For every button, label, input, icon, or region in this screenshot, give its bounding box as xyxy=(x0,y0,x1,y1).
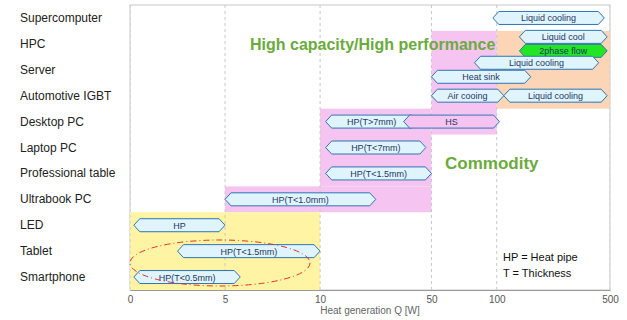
grid-line xyxy=(610,5,611,290)
tick: 5 xyxy=(223,290,229,305)
bar-label: HP xyxy=(173,221,186,231)
category-label: Supercomputer xyxy=(20,11,102,25)
highlight-ellipse xyxy=(130,240,310,286)
tick-label: 10 xyxy=(315,294,327,305)
category-label: Professional table xyxy=(20,166,116,180)
category-label: HPC xyxy=(20,37,46,51)
annotation: T = Thickness xyxy=(503,267,572,279)
bar-label: HP(T<0.5mm) xyxy=(159,273,216,283)
tick: 500 xyxy=(602,290,619,305)
tick-label: 0 xyxy=(128,294,134,305)
bar-label: Heat sink xyxy=(462,72,500,82)
bar-label: Liquid cooling xyxy=(521,13,576,23)
range-bar xyxy=(493,11,605,24)
range-bar xyxy=(178,245,321,258)
tick-label: 5 xyxy=(223,294,229,305)
category-label: Ultrabook PC xyxy=(20,192,92,206)
x-axis-title: Heat generation Q [W] xyxy=(320,305,420,316)
range-bar xyxy=(431,89,503,102)
annotation: High capacity/High performance xyxy=(250,36,495,53)
chart: Liquid cooling Liquid cool 2phase flow Liqu… xyxy=(0,0,627,320)
category-label: Automotive IGBT xyxy=(20,89,112,103)
tick-label: 100 xyxy=(489,294,506,305)
annotation: Commodity xyxy=(445,154,539,173)
category-label: Smartphone xyxy=(20,270,86,284)
plot-area xyxy=(130,5,610,290)
range-bar xyxy=(404,115,500,128)
range-bar xyxy=(431,70,530,83)
tick: 100 xyxy=(489,290,506,305)
range-bar xyxy=(134,271,240,284)
bar-label: Liquid cooling xyxy=(528,91,583,101)
category-label: Desktop PC xyxy=(20,115,84,129)
x-axis: 0 5 10 50 100 500 xyxy=(128,290,620,305)
category-label: Tablet xyxy=(20,244,53,258)
range-bar xyxy=(134,219,225,232)
range-bar xyxy=(519,44,607,57)
category-label: Server xyxy=(20,63,55,77)
range-bar xyxy=(326,167,432,180)
tick-label: 500 xyxy=(602,294,619,305)
bar-label: Liquid cool xyxy=(542,32,585,42)
tick-label: 50 xyxy=(426,294,438,305)
range-bar xyxy=(519,30,607,43)
bar-label: 2phase flow xyxy=(539,46,588,56)
category-label: LED xyxy=(20,218,44,232)
axis-line xyxy=(131,290,611,291)
range-bar xyxy=(475,56,599,69)
bar-label: HP(T<1.5mm) xyxy=(220,247,277,257)
range-bar xyxy=(225,193,376,206)
bar-label: HS xyxy=(445,117,458,127)
region xyxy=(225,186,431,212)
grid-line xyxy=(130,5,131,290)
tick: 50 xyxy=(426,290,438,305)
bar-labels: Liquid cooling Liquid cool 2phase flow Liqu… xyxy=(159,13,588,282)
range-bar xyxy=(326,141,426,154)
tick: 10 xyxy=(315,290,327,305)
bar-label: HP(T<1.5mm) xyxy=(350,169,407,179)
bar-label: HP(T<1.0mm) xyxy=(272,195,329,205)
plot-frame xyxy=(130,5,610,290)
tick: 0 xyxy=(128,290,134,305)
bar-label: HP(T>7mm) xyxy=(347,117,396,127)
annotation: HP = Heat pipe xyxy=(503,251,578,263)
range-bar xyxy=(504,89,607,102)
bar-label: Air cooing xyxy=(448,91,488,101)
bar-label: Liquid cooling xyxy=(509,58,564,68)
grid-line xyxy=(496,5,497,290)
bar-label: HP(T<7mm) xyxy=(351,143,400,153)
category-label: Laptop PC xyxy=(20,141,77,155)
